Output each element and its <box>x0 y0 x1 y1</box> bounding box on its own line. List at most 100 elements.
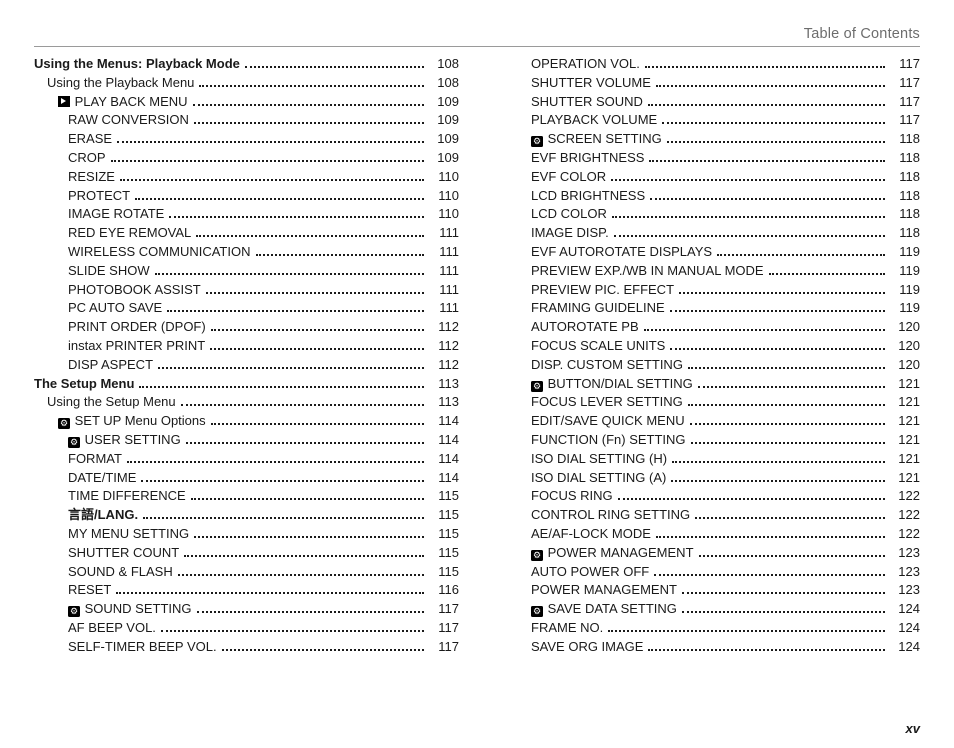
toc-row: PREVIEW EXP./WB IN MANUAL MODE119 <box>497 262 920 281</box>
toc-row: ISO DIAL SETTING (A) 121 <box>497 469 920 488</box>
toc-leader <box>695 509 885 519</box>
toc-label: PRINT ORDER (DPOF) <box>68 318 208 337</box>
toc-row: AF BEEP VOL.117 <box>34 619 459 638</box>
toc-leader <box>670 340 885 350</box>
toc-page: 118 <box>888 168 920 187</box>
toc-leader <box>648 641 885 651</box>
toc-page: 124 <box>888 638 920 657</box>
toc-leader <box>699 547 885 557</box>
toc-row: EVF COLOR118 <box>497 168 920 187</box>
toc-label: PLAY BACK MENU <box>58 93 190 112</box>
toc-label: IMAGE DISP. <box>531 224 611 243</box>
toc-page: 115 <box>427 544 459 563</box>
toc-row: SLIDE SHOW111 <box>34 262 459 281</box>
toc-leader <box>671 472 885 482</box>
toc-label: SELF-TIMER BEEP VOL. <box>68 638 219 657</box>
toc-row: AE/AF-LOCK MODE 122 <box>497 525 920 544</box>
toc-label: ⚙ SCREEN SETTING <box>531 130 664 149</box>
toc-page: 114 <box>427 431 459 450</box>
toc-row: DISP ASPECT112 <box>34 356 459 375</box>
toc-label: SHUTTER SOUND <box>531 93 645 112</box>
toc-label: RAW CONVERSION <box>68 111 191 130</box>
toc-label: ⚙ SET UP Menu Options <box>58 412 208 431</box>
toc-leader <box>656 77 885 87</box>
toc-row: RESET116 <box>34 581 459 600</box>
toc-page: 113 <box>427 393 459 412</box>
toc-row: SHUTTER SOUND 117 <box>497 93 920 112</box>
toc-row: ⚙ SOUND SETTING117 <box>34 600 459 619</box>
toc-leader <box>662 115 885 125</box>
toc-label: AUTOROTATE PB <box>531 318 641 337</box>
toc-leader <box>194 528 424 538</box>
toc-row: CROP109 <box>34 149 459 168</box>
toc-leader <box>211 321 424 331</box>
toc-page: 121 <box>888 412 920 431</box>
setup-icon: ⚙ <box>531 606 543 617</box>
toc-row: TIME DIFFERENCE115 <box>34 487 459 506</box>
toc-page: 122 <box>888 525 920 544</box>
toc-row: PLAYBACK VOLUME117 <box>497 111 920 130</box>
toc-leader <box>211 415 424 425</box>
toc-label: ISO DIAL SETTING (H) <box>531 450 669 469</box>
toc-leader <box>193 96 424 106</box>
toc-page: 117 <box>888 93 920 112</box>
toc-leader <box>769 265 885 275</box>
toc-label: FORMAT <box>68 450 124 469</box>
toc-row: CONTROL RING SETTING122 <box>497 506 920 525</box>
toc-row: EVF BRIGHTNESS 118 <box>497 149 920 168</box>
toc-page: 111 <box>427 224 459 243</box>
toc-label: ISO DIAL SETTING (A) <box>531 469 668 488</box>
toc-row: IMAGE ROTATE110 <box>34 205 459 224</box>
toc-label: IMAGE ROTATE <box>68 205 166 224</box>
page-header: Table of Contents <box>34 18 920 47</box>
toc-page: 119 <box>888 281 920 300</box>
toc-row: RAW CONVERSION 109 <box>34 111 459 130</box>
toc-row: ISO DIAL SETTING (H)121 <box>497 450 920 469</box>
toc-leader <box>717 246 885 256</box>
toc-leader <box>611 171 885 181</box>
toc-page: 115 <box>427 506 459 525</box>
toc-label: EVF BRIGHTNESS <box>531 149 646 168</box>
toc-label: FRAME NO. <box>531 619 605 638</box>
toc-label: AE/AF-LOCK MODE <box>531 525 653 544</box>
toc-leader <box>196 227 424 237</box>
page-number: xv <box>906 721 920 736</box>
toc-page: 121 <box>888 469 920 488</box>
toc-label: FUNCTION (Fn) SETTING <box>531 431 688 450</box>
toc-row: MY MENU SETTING115 <box>34 525 459 544</box>
toc-row: The Setup Menu113 <box>34 375 459 394</box>
toc-leader <box>645 58 885 68</box>
toc-row: PHOTOBOOK ASSIST111 <box>34 281 459 300</box>
toc-page: 120 <box>888 337 920 356</box>
toc-page: 117 <box>427 619 459 638</box>
toc-row: DISP. CUSTOM SETTING120 <box>497 356 920 375</box>
toc-page: 110 <box>427 168 459 187</box>
toc-page: 118 <box>888 205 920 224</box>
toc-leader <box>167 303 424 313</box>
toc-page: 109 <box>427 111 459 130</box>
toc-row: SHUTTER COUNT115 <box>34 544 459 563</box>
toc-page: 118 <box>888 149 920 168</box>
toc-label: PC AUTO SAVE <box>68 299 164 318</box>
setup-icon: ⚙ <box>68 437 80 448</box>
toc-leader <box>127 453 424 463</box>
setup-icon: ⚙ <box>531 136 543 147</box>
toc-row: SHUTTER VOLUME117 <box>497 74 920 93</box>
toc-page: 114 <box>427 450 459 469</box>
toc-leader <box>155 265 424 275</box>
toc-label: WIRELESS COMMUNICATION <box>68 243 253 262</box>
toc-page: 114 <box>427 469 459 488</box>
toc-row: POWER MANAGEMENT123 <box>497 581 920 600</box>
toc-leader <box>650 190 885 200</box>
toc-label: DISP ASPECT <box>68 356 155 375</box>
toc-leader <box>197 603 424 613</box>
toc-leader <box>135 190 424 200</box>
toc-row: PROTECT110 <box>34 187 459 206</box>
toc-leader <box>648 96 885 106</box>
toc-row: IMAGE DISP.118 <box>497 224 920 243</box>
toc-label: CROP <box>68 149 108 168</box>
toc-label: AUTO POWER OFF <box>531 563 651 582</box>
toc-label: MY MENU SETTING <box>68 525 191 544</box>
toc-label: EDIT/SAVE QUICK MENU <box>531 412 687 431</box>
toc-page: 111 <box>427 243 459 262</box>
